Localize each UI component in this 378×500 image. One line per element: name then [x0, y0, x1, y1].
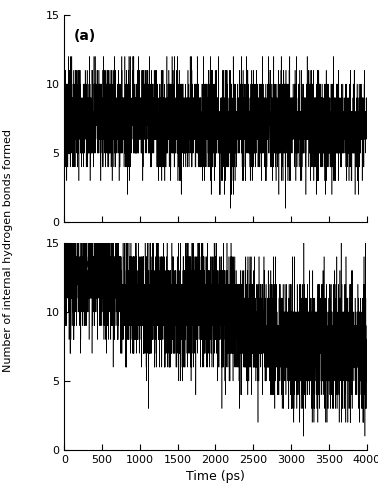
Text: Number of internal hydrogen bonds formed: Number of internal hydrogen bonds formed — [3, 128, 12, 372]
X-axis label: Time (ps): Time (ps) — [186, 470, 245, 484]
Text: (a): (a) — [73, 30, 96, 44]
Text: (b): (b) — [73, 258, 96, 272]
